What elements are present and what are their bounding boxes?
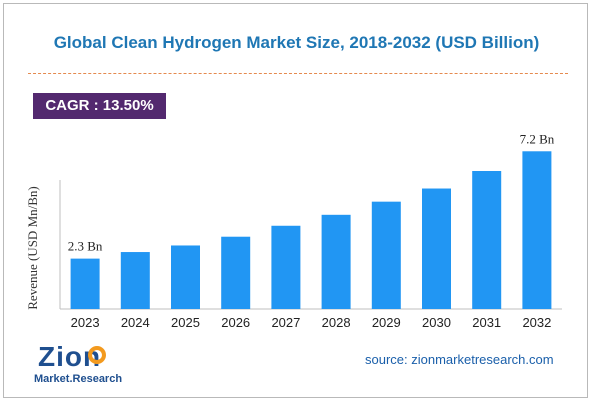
- bar-2029: [371, 201, 401, 309]
- x-tick-label: 2030: [422, 315, 451, 330]
- title-divider: [28, 73, 568, 74]
- x-tick-label: 2023: [71, 315, 100, 330]
- y-axis-label: Revenue (USD Mn/Bn): [25, 186, 40, 310]
- x-tick-label: 2032: [522, 315, 551, 330]
- zion-logo: Zion Market.Research: [30, 342, 125, 390]
- bar-2032: [522, 151, 552, 309]
- plot-area: 2023 2.3 Bn 2024 2025 2026 2027 2028 2029 2030 20…: [59, 131, 562, 330]
- x-tick-label: 2029: [372, 315, 401, 330]
- source-note: source: zionmarketresearch.com: [365, 352, 554, 367]
- bar-2030: [422, 188, 451, 309]
- data-label: 7.2 Bn: [520, 131, 555, 146]
- x-tick-label: 2026: [221, 315, 250, 330]
- bar-2024: [120, 252, 150, 309]
- bar-2023: [70, 258, 100, 309]
- logo-subtitle: Market.Research: [34, 373, 123, 385]
- bar-2028: [321, 214, 351, 309]
- x-tick-label: 2028: [322, 315, 351, 330]
- x-tick-label: 2027: [271, 315, 300, 330]
- cagr-badge: CAGR : 13.50%: [33, 93, 166, 119]
- chart-title: Global Clean Hydrogen Market Size, 2018-…: [53, 33, 540, 52]
- x-tick-label: 2024: [121, 315, 150, 330]
- logo-ring-icon: [88, 346, 106, 364]
- data-label: 2.3 Bn: [68, 239, 103, 254]
- bar-2026: [221, 236, 251, 309]
- x-tick-label: 2025: [171, 315, 200, 330]
- x-tick-label: 2031: [472, 315, 501, 330]
- bar-2027: [271, 225, 301, 309]
- bar-2031: [472, 171, 502, 309]
- bar-2025: [171, 245, 200, 309]
